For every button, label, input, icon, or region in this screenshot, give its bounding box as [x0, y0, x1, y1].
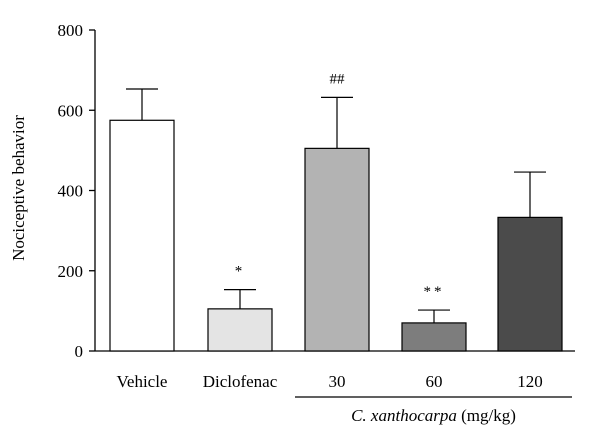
group-label-unit: (mg/kg): [457, 406, 516, 425]
y-tick-label: 200: [58, 262, 84, 281]
bar-60: [401, 322, 467, 352]
y-tick-label: 400: [58, 182, 84, 201]
x-tick-label: 30: [329, 372, 346, 391]
x-tick-label: Diclofenac: [203, 372, 278, 391]
y-tick-label: 0: [75, 342, 84, 361]
group-label-species: C. xanthocarpa: [351, 406, 457, 425]
bar-vehicle: [109, 119, 175, 352]
x-tick-label: Vehicle: [117, 372, 168, 391]
group-label: C. xanthocarpa (mg/kg): [351, 406, 516, 425]
significance-label: **: [424, 284, 445, 300]
y-tick-label: 800: [58, 21, 84, 40]
labels: Vehicle * Diclofenac ## 30 ** 60 120: [117, 71, 543, 391]
y-axis-title: Nociceptive behavior: [9, 115, 28, 261]
bar-diclofenac: [207, 308, 273, 352]
axes: 0 200 400 600 800: [58, 21, 575, 361]
bars: [109, 88, 563, 352]
x-tick-label: 60: [426, 372, 443, 391]
bar-30: [304, 147, 370, 352]
x-tick-label: 120: [517, 372, 543, 391]
significance-label: *: [235, 264, 246, 280]
bar-120: [497, 216, 563, 352]
y-tick-label: 600: [58, 101, 84, 120]
significance-label: ##: [330, 71, 346, 87]
